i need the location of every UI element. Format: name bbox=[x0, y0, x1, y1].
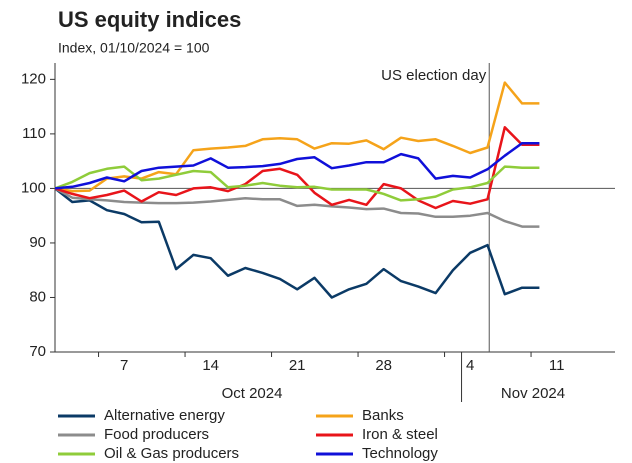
x-tick-label: 11 bbox=[549, 357, 565, 374]
annotation: US election day bbox=[381, 67, 487, 84]
chart-subtitle: Index, 01/10/2024 = 100 bbox=[58, 40, 210, 56]
series-line bbox=[54, 81, 540, 193]
y-tick-label: 100 bbox=[21, 179, 46, 196]
legend-label: Oil & Gas producers bbox=[104, 445, 239, 462]
month-label: Oct 2024 bbox=[222, 385, 283, 402]
legend-label: Food producers bbox=[104, 426, 209, 443]
legend-label: Banks bbox=[362, 407, 404, 424]
x-tick-label: 21 bbox=[289, 357, 306, 374]
x-tick-label: 14 bbox=[202, 357, 219, 374]
y-tick-label: 90 bbox=[29, 234, 46, 251]
y-tick-label: 70 bbox=[29, 343, 46, 360]
series-line bbox=[54, 141, 540, 190]
series-line bbox=[54, 187, 540, 299]
y-tick-label: 80 bbox=[29, 288, 46, 305]
series-line bbox=[54, 187, 540, 228]
chart-title: US equity indices bbox=[58, 7, 241, 32]
legend-label: Iron & steel bbox=[362, 426, 438, 443]
series-line bbox=[54, 126, 540, 210]
x-tick-label: 28 bbox=[375, 357, 392, 374]
y-tick-label: 120 bbox=[21, 70, 46, 87]
x-tick-label: 4 bbox=[466, 357, 474, 374]
series-line bbox=[54, 165, 540, 202]
legend-label: Technology bbox=[362, 445, 438, 462]
month-label: Nov 2024 bbox=[501, 385, 565, 402]
legend-label: Alternative energy bbox=[104, 407, 225, 424]
x-tick-label: 7 bbox=[120, 357, 128, 374]
y-tick-label: 110 bbox=[22, 125, 46, 142]
